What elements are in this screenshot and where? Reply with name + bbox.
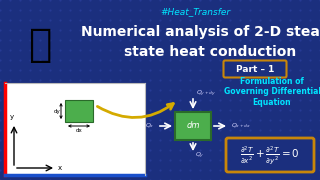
Text: x: x	[58, 165, 62, 171]
Bar	[5, 83, 145, 175]
Text: dm: dm	[186, 122, 200, 130]
Bar	[65, 100, 93, 122]
Text: $Q_{x+dx}$: $Q_{x+dx}$	[231, 122, 251, 130]
FancyBboxPatch shape	[223, 60, 286, 78]
Text: $Q_x$: $Q_x$	[146, 122, 155, 130]
Text: Formulation of
Governing Differential
Equation: Formulation of Governing Differential Eq…	[223, 77, 320, 107]
Text: dx: dx	[76, 127, 82, 132]
Text: #Heat_Transfer: #Heat_Transfer	[160, 8, 230, 17]
Text: $Q_y$: $Q_y$	[195, 151, 204, 161]
Text: Numerical analysis of 2-D steady: Numerical analysis of 2-D steady	[81, 25, 320, 39]
Text: state heat conduction: state heat conduction	[124, 45, 296, 59]
Text: y: y	[10, 114, 14, 120]
Bar	[175, 112, 211, 140]
Text: $\frac{\partial^2 T}{\partial x^2}+\frac{\partial^2 T}{\partial y^2}=0$: $\frac{\partial^2 T}{\partial x^2}+\frac…	[240, 144, 300, 166]
Text: 🔥: 🔥	[28, 26, 52, 64]
FancyBboxPatch shape	[226, 138, 314, 172]
Text: $Q_{y+dy}$: $Q_{y+dy}$	[196, 89, 216, 99]
Text: Part – 1: Part – 1	[236, 64, 274, 73]
Text: dy: dy	[54, 109, 60, 114]
